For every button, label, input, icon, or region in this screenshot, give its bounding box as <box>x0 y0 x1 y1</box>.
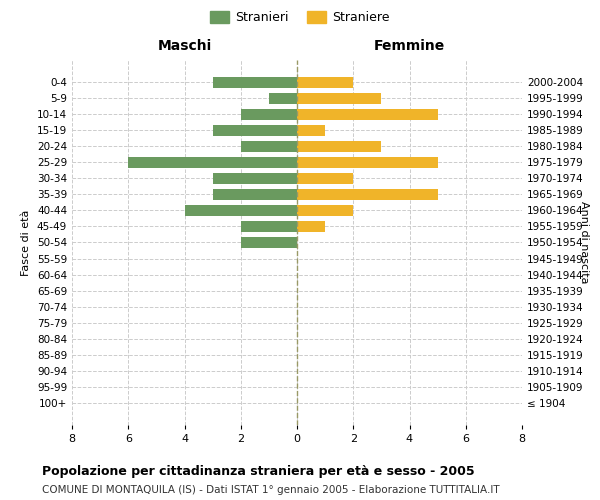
Bar <box>297 124 325 136</box>
Bar <box>185 205 297 216</box>
Bar <box>212 124 297 136</box>
Bar <box>297 221 325 232</box>
Bar <box>297 189 437 200</box>
Bar <box>241 221 297 232</box>
Bar <box>297 173 353 184</box>
Y-axis label: Fasce di età: Fasce di età <box>22 210 31 276</box>
Text: Femmine: Femmine <box>374 38 445 52</box>
Text: COMUNE DI MONTAQUILA (IS) - Dati ISTAT 1° gennaio 2005 - Elaborazione TUTTITALIA: COMUNE DI MONTAQUILA (IS) - Dati ISTAT 1… <box>42 485 500 495</box>
Bar <box>241 108 297 120</box>
Bar <box>297 76 353 88</box>
Bar <box>212 189 297 200</box>
Bar <box>297 156 437 168</box>
Bar <box>297 205 353 216</box>
Text: Popolazione per cittadinanza straniera per età e sesso - 2005: Popolazione per cittadinanza straniera p… <box>42 465 475 478</box>
Bar <box>297 92 382 104</box>
Bar <box>297 108 437 120</box>
Bar <box>212 173 297 184</box>
Text: Maschi: Maschi <box>157 38 212 52</box>
Y-axis label: Anni di nascita: Anni di nascita <box>579 201 589 284</box>
Bar <box>212 76 297 88</box>
Bar <box>269 92 297 104</box>
Bar <box>297 140 382 152</box>
Legend: Stranieri, Straniere: Stranieri, Straniere <box>205 6 395 29</box>
Bar <box>241 140 297 152</box>
Bar <box>241 237 297 248</box>
Bar <box>128 156 297 168</box>
